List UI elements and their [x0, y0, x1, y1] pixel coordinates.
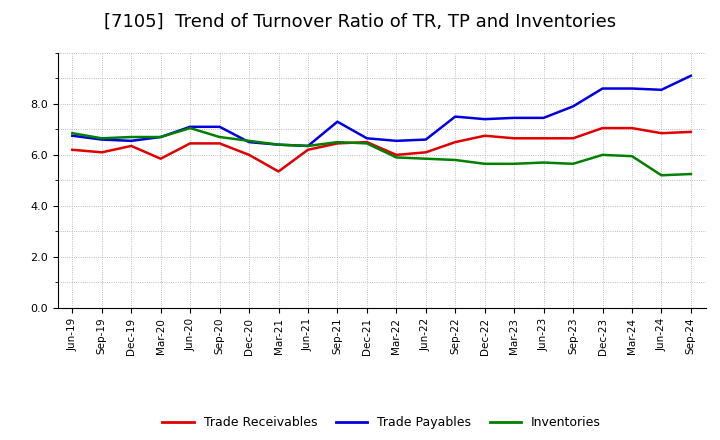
Trade Receivables — [97, 150, 106, 155]
Line: Inventories: Inventories — [72, 128, 691, 175]
Trade Payables — [539, 115, 548, 121]
Inventories — [363, 141, 372, 146]
Inventories — [304, 143, 312, 149]
Trade Receivables — [569, 136, 577, 141]
Trade Payables — [186, 124, 194, 129]
Inventories — [156, 134, 165, 139]
Trade Receivables — [392, 152, 400, 158]
Trade Receivables — [657, 131, 666, 136]
Trade Payables — [687, 73, 696, 78]
Trade Payables — [304, 143, 312, 149]
Trade Receivables — [539, 136, 548, 141]
Inventories — [657, 172, 666, 178]
Trade Payables — [628, 86, 636, 91]
Trade Receivables — [363, 139, 372, 145]
Inventories — [215, 134, 224, 139]
Inventories — [451, 158, 459, 163]
Trade Payables — [421, 137, 430, 142]
Trade Receivables — [186, 141, 194, 146]
Trade Payables — [127, 138, 135, 143]
Inventories — [539, 160, 548, 165]
Legend: Trade Receivables, Trade Payables, Inventories: Trade Receivables, Trade Payables, Inven… — [157, 411, 606, 434]
Trade Payables — [363, 136, 372, 141]
Trade Receivables — [68, 147, 76, 152]
Trade Payables — [569, 104, 577, 109]
Trade Receivables — [274, 169, 283, 174]
Inventories — [569, 161, 577, 166]
Inventories — [510, 161, 518, 166]
Trade Receivables — [127, 143, 135, 149]
Trade Receivables — [451, 139, 459, 145]
Inventories — [245, 138, 253, 143]
Inventories — [628, 154, 636, 159]
Trade Payables — [215, 124, 224, 129]
Inventories — [333, 139, 342, 145]
Trade Receivables — [156, 156, 165, 161]
Inventories — [186, 125, 194, 131]
Trade Payables — [156, 134, 165, 139]
Trade Payables — [333, 119, 342, 125]
Trade Receivables — [687, 129, 696, 135]
Trade Receivables — [598, 125, 607, 131]
Trade Payables — [245, 139, 253, 145]
Trade Payables — [510, 115, 518, 121]
Trade Receivables — [304, 147, 312, 152]
Trade Payables — [274, 142, 283, 147]
Inventories — [127, 134, 135, 139]
Trade Payables — [657, 87, 666, 92]
Trade Payables — [480, 117, 489, 122]
Line: Trade Receivables: Trade Receivables — [72, 128, 691, 172]
Inventories — [598, 152, 607, 158]
Inventories — [480, 161, 489, 166]
Trade Receivables — [215, 141, 224, 146]
Trade Receivables — [333, 141, 342, 146]
Trade Payables — [392, 138, 400, 143]
Inventories — [97, 136, 106, 141]
Trade Payables — [68, 133, 76, 138]
Line: Trade Payables: Trade Payables — [72, 76, 691, 146]
Text: [7105]  Trend of Turnover Ratio of TR, TP and Inventories: [7105] Trend of Turnover Ratio of TR, TP… — [104, 13, 616, 31]
Inventories — [68, 131, 76, 136]
Inventories — [392, 155, 400, 160]
Trade Payables — [598, 86, 607, 91]
Inventories — [687, 171, 696, 176]
Trade Payables — [97, 137, 106, 142]
Trade Receivables — [510, 136, 518, 141]
Trade Payables — [451, 114, 459, 119]
Trade Receivables — [628, 125, 636, 131]
Trade Receivables — [421, 150, 430, 155]
Trade Receivables — [245, 152, 253, 158]
Inventories — [421, 156, 430, 161]
Inventories — [274, 142, 283, 147]
Trade Receivables — [480, 133, 489, 138]
